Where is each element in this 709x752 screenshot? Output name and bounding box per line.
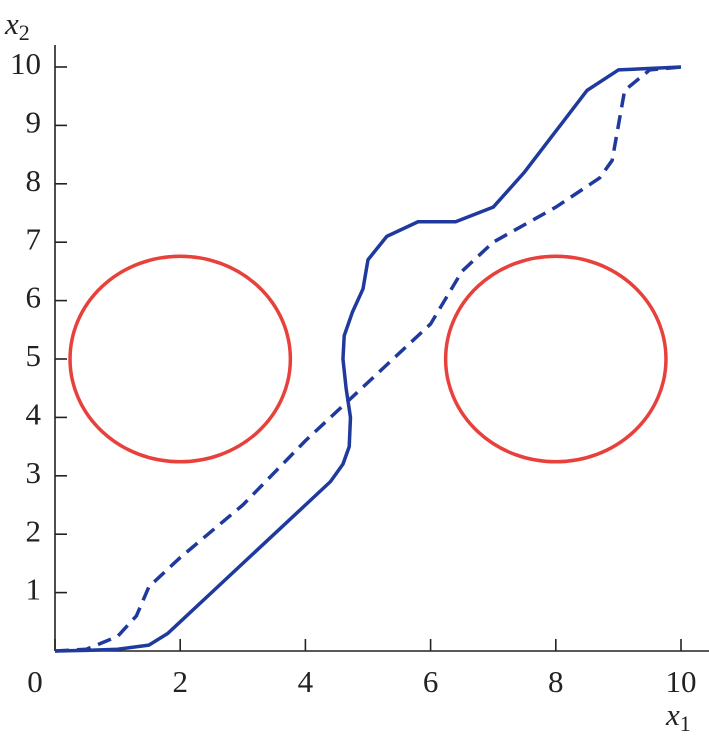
y-tick-label: 9 (26, 105, 42, 140)
y-tick-label: 7 (26, 221, 42, 256)
y-tick-label: 2 (26, 513, 42, 548)
x-tick-label: 10 (666, 664, 697, 699)
dashed-line (54, 65, 682, 653)
y-axis-label: x2 (4, 6, 30, 45)
y-tick-label: 1 (26, 572, 42, 607)
solid-line (54, 65, 682, 653)
x-label-sub: 1 (680, 711, 691, 736)
y-tick-label: 5 (26, 338, 42, 373)
obstacle-circle (443, 254, 668, 464)
x-axis-label: x1 (665, 697, 691, 736)
x-tick-label: 4 (298, 664, 314, 699)
x-tick-label: 6 (423, 664, 439, 699)
x-tick-label: 2 (172, 664, 188, 699)
y-label-main: x (4, 6, 19, 41)
y-tick-label: 3 (26, 455, 42, 490)
y-tick-label: 8 (26, 163, 42, 198)
x-label-main: x (665, 697, 680, 732)
y-tick-label: 10 (10, 46, 41, 81)
obstacle-circle (68, 254, 293, 464)
y-label-sub: 2 (19, 20, 30, 45)
x-tick-label: 8 (548, 664, 564, 699)
y-tick-label: 6 (26, 280, 42, 315)
y-tick-label: 4 (26, 397, 42, 432)
x-tick-label: 0 (27, 664, 43, 699)
